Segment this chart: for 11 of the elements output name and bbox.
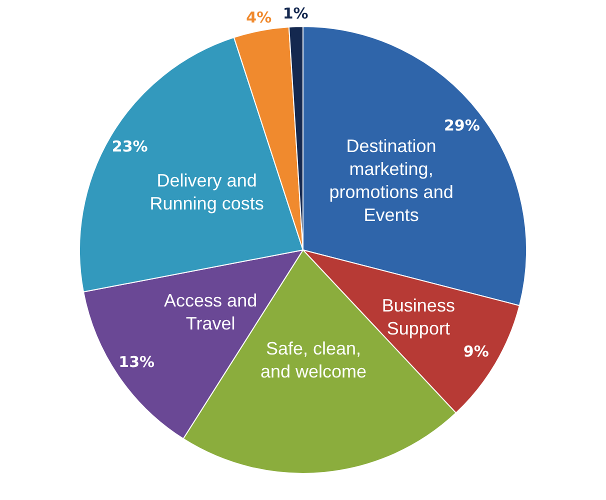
slice-label: Safe, clean, and welcome [260,338,367,382]
slice-label: Delivery and Running costs [150,170,264,214]
data-label: 29% [444,116,480,135]
data-label: 23% [112,137,148,156]
data-label: 13% [118,352,155,371]
slice-label: Destination marketing, promotions and Events [329,136,454,225]
slice-label: Business Support [382,296,455,339]
data-label: 9% [463,342,489,360]
data-label: 1% [282,4,308,23]
slice-label: Access and Travel [164,290,258,334]
data-label: 4% [246,8,272,27]
